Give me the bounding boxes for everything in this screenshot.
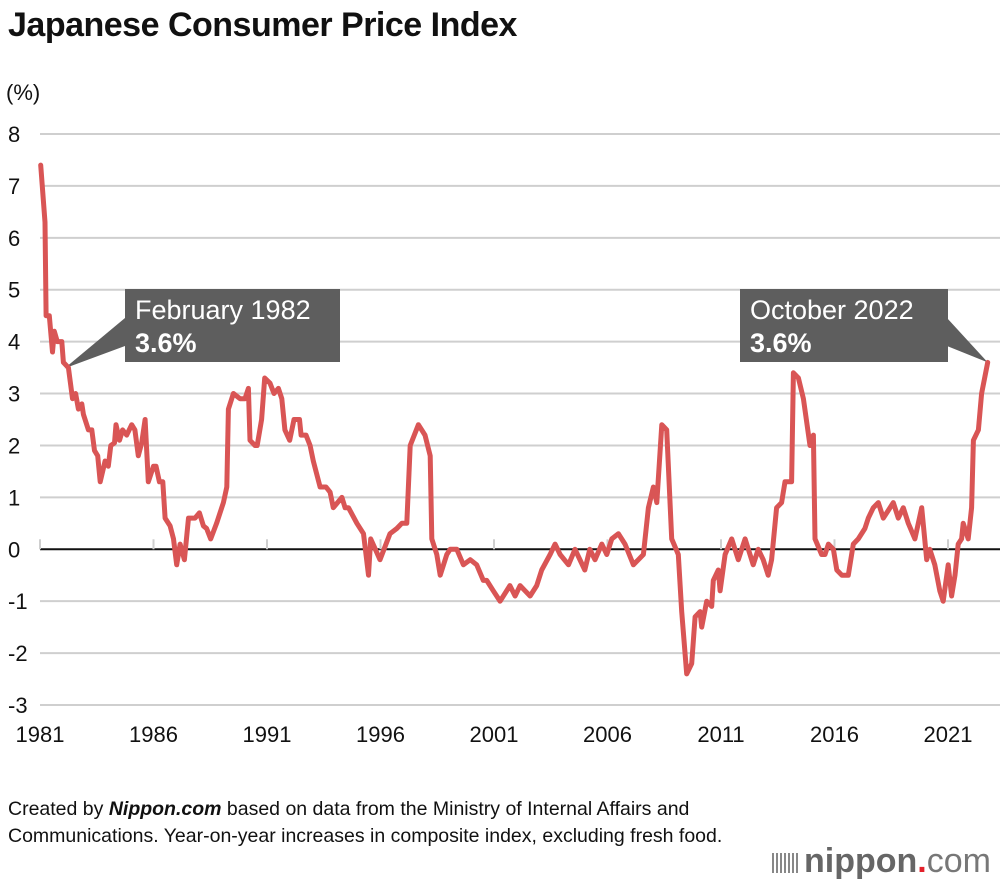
y-tick-label: 6 bbox=[8, 226, 20, 251]
x-tick-label: 2021 bbox=[924, 722, 973, 747]
logo-name: nippon bbox=[804, 842, 918, 880]
y-tick-label: -2 bbox=[8, 641, 28, 666]
y-tick-label: 8 bbox=[8, 122, 20, 147]
nippon-logo: nippon.com bbox=[772, 842, 991, 881]
annotation-label: February 1982 bbox=[135, 295, 311, 325]
y-tick-labels: 8 7 6 5 4 3 2 1 0 -1 -2 -3 bbox=[8, 122, 28, 718]
annotation-pointer-1982 bbox=[64, 318, 125, 369]
x-tick-label: 1996 bbox=[356, 722, 405, 747]
logo-bars-icon bbox=[772, 853, 798, 874]
cpi-data-points bbox=[40, 165, 988, 674]
y-tick-label: 0 bbox=[8, 537, 20, 562]
x-tick-labels: 1981 1986 1991 1996 2001 2006 2011 2016 2021 bbox=[16, 722, 973, 747]
annotation-value: 3.6% bbox=[135, 328, 197, 358]
source-prefix: Created by bbox=[8, 798, 109, 820]
y-axis-unit: (%) bbox=[6, 80, 41, 105]
y-tick-label: -1 bbox=[8, 589, 28, 614]
x-tick-label: 1986 bbox=[129, 722, 178, 747]
source-text: based on data from the Ministry of Inter… bbox=[8, 798, 723, 847]
annotation-value: 3.6% bbox=[750, 328, 812, 358]
annotation-february-1982: February 1982 3.6% bbox=[125, 289, 340, 362]
x-tick-label: 2016 bbox=[810, 722, 859, 747]
y-tick-label: 2 bbox=[8, 433, 20, 458]
x-tick-label: 1981 bbox=[16, 722, 65, 747]
y-tick-label: 4 bbox=[8, 330, 20, 355]
y-tick-label: 5 bbox=[8, 278, 20, 303]
annotation-label: October 2022 bbox=[750, 295, 914, 325]
y-tick-label: 1 bbox=[8, 485, 20, 510]
annotation-pointer-2022 bbox=[947, 318, 988, 363]
chart-title: Japanese Consumer Price Index bbox=[8, 6, 517, 44]
logo-suffix: com bbox=[926, 842, 991, 880]
source-brand: Nippon.com bbox=[108, 798, 222, 820]
x-tick-label: 1991 bbox=[243, 722, 292, 747]
cpi-series-line bbox=[38, 162, 991, 677]
x-tick-label: 2001 bbox=[470, 722, 519, 747]
source-note: Created by Nippon.com based on data from… bbox=[8, 796, 768, 850]
logo-dot: . bbox=[917, 842, 927, 880]
gridlines bbox=[39, 133, 1000, 706]
y-tick-label: 3 bbox=[8, 382, 20, 407]
x-tick-label: 2006 bbox=[583, 722, 632, 747]
y-tick-label: 7 bbox=[8, 174, 20, 199]
annotation-october-2022: October 2022 3.6% bbox=[740, 289, 948, 362]
y-tick-label: -3 bbox=[8, 693, 28, 718]
x-tick-label: 2011 bbox=[697, 722, 744, 747]
